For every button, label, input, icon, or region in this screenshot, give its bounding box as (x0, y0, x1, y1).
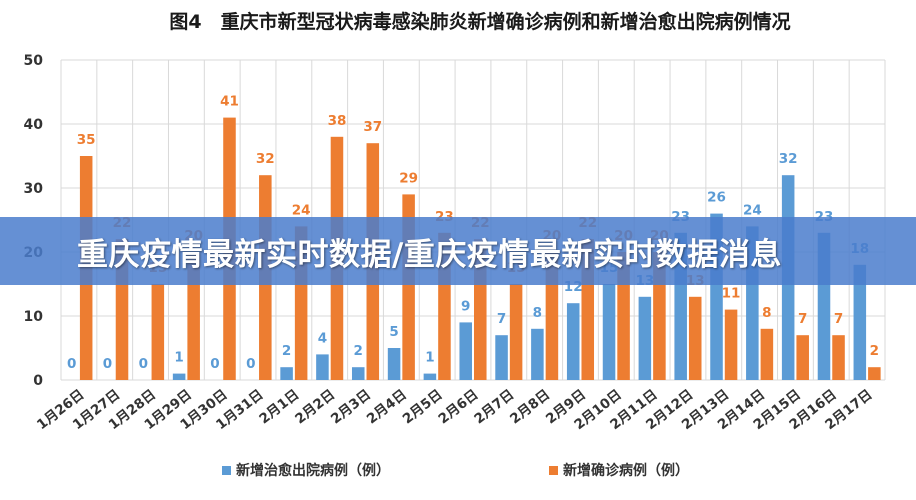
y-tick-label: 40 (24, 117, 44, 133)
x-category-label: 2月8日 (507, 387, 553, 428)
data-label-recovered: 32 (779, 151, 798, 167)
legend-swatch-recovered (222, 466, 231, 475)
x-axis-categories: 1月26日1月27日1月28日1月29日1月30日1月31日2月1日2月2日2月… (34, 387, 876, 434)
y-tick-label: 10 (24, 309, 44, 325)
data-label-confirmed: 7 (834, 311, 843, 327)
bar-recovered (423, 373, 437, 380)
legend-swatch-confirmed (549, 466, 558, 475)
data-label-recovered: 7 (497, 311, 506, 327)
chart-title: 图4 重庆市新型冠状病毒感染肺炎新增确诊病例和新增治愈出院病例情况 (169, 10, 790, 33)
bar-recovered (280, 367, 293, 380)
data-label-recovered: 8 (533, 305, 542, 321)
y-tick-label: 50 (24, 53, 44, 69)
bar-recovered (459, 322, 472, 380)
overlay-banner: 重庆疫情最新实时数据/重庆疫情最新实时数据消息 (0, 217, 916, 285)
bar-recovered (351, 367, 365, 380)
data-label-confirmed: 41 (220, 94, 239, 110)
data-label-confirmed: 35 (77, 132, 96, 148)
data-label-recovered: 24 (743, 202, 762, 218)
data-label-confirmed: 11 (722, 286, 741, 302)
legend: 新增治愈出院病例（例） 新增确诊病例（例） (222, 462, 689, 479)
data-label-confirmed: 32 (256, 151, 275, 167)
bar-confirmed (796, 335, 809, 380)
bar-confirmed (688, 296, 702, 380)
data-label-confirmed: 2 (870, 343, 879, 359)
x-category-label: 2月6日 (436, 387, 482, 428)
bar-confirmed (509, 284, 523, 380)
bar-recovered (172, 373, 186, 380)
bar-recovered (602, 284, 616, 380)
x-category-label: 2月3日 (328, 387, 374, 428)
banner-text: 重庆疫情最新实时数据/重庆疫情最新实时数据消息 (77, 236, 782, 273)
data-label-recovered: 1 (425, 350, 434, 366)
data-label-recovered: 0 (210, 356, 219, 372)
data-label-confirmed: 8 (762, 305, 771, 321)
bar-recovered (566, 303, 580, 380)
legend-label-recovered: 新增治愈出院病例（例） (236, 462, 390, 479)
data-label-recovered: 2 (354, 343, 363, 359)
bar-confirmed (868, 367, 881, 380)
y-tick-label: 0 (33, 373, 43, 389)
legend-label-confirmed: 新增确诊病例（例） (563, 462, 689, 479)
bar-confirmed (151, 284, 165, 380)
data-label-recovered: 4 (318, 330, 327, 346)
x-category-label: 2月7日 (471, 387, 517, 428)
data-label-recovered: 26 (707, 190, 726, 206)
data-label-recovered: 2 (282, 343, 291, 359)
data-label-recovered: 0 (103, 356, 112, 372)
data-label-recovered: 9 (461, 298, 470, 314)
y-tick-label: 30 (24, 181, 44, 197)
x-category-label: 2月1日 (256, 387, 302, 428)
data-label-confirmed: 7 (798, 311, 807, 327)
data-label-recovered: 0 (139, 356, 148, 372)
bar-recovered (531, 328, 544, 380)
data-label-confirmed: 24 (292, 202, 311, 218)
data-label-confirmed: 29 (399, 170, 418, 186)
x-category-label: 2月4日 (364, 387, 410, 428)
data-label-recovered: 0 (246, 356, 255, 372)
bar-recovered (853, 264, 867, 380)
x-category-label: 2月2日 (292, 387, 338, 428)
x-category-label: 2月5日 (400, 387, 446, 428)
data-label-confirmed: 37 (363, 119, 382, 135)
data-label-recovered: 1 (174, 350, 183, 366)
data-label-confirmed: 38 (328, 113, 347, 129)
bar-recovered (495, 335, 508, 380)
bar-recovered (638, 296, 652, 380)
bar-recovered (316, 354, 329, 380)
bar-confirmed (760, 328, 774, 380)
bar-confirmed (832, 335, 845, 380)
bar-recovered (387, 348, 401, 380)
data-label-recovered: 5 (389, 324, 398, 340)
bar-confirmed (724, 309, 738, 380)
data-label-recovered: 0 (67, 356, 76, 372)
